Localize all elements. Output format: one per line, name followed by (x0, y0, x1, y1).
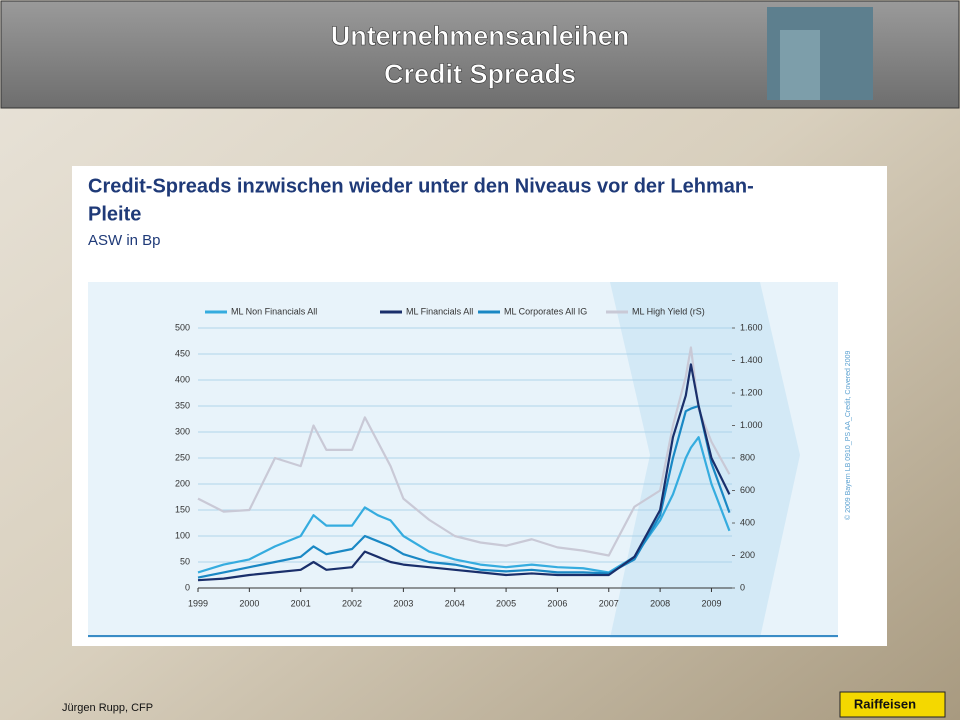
series-line (197, 346, 731, 557)
chart-title: Credit-Spreads inzwischen wieder unter d… (88, 175, 754, 197)
y2-tick-label: 800 (740, 452, 755, 462)
y-tick-label: 50 (180, 556, 190, 566)
y-tick-label: 0 (185, 582, 190, 592)
x-tick-label: 2000 (239, 598, 259, 608)
chart: 0 50 100 150 200 250 300 350 400 450 500 0 200 400 600… (175, 306, 763, 608)
logo (839, 691, 946, 718)
y2-tick-label: 1.200 (740, 387, 763, 397)
header-title: Unternehmensanleihen (331, 21, 630, 51)
header-title: Credit Spreads (384, 59, 576, 89)
y-tick-label: 300 (175, 426, 190, 436)
y2-tick-label: 1.600 (740, 322, 763, 332)
x-tick-label: 2004 (445, 598, 465, 608)
legend-label: ML Corporates All IG (504, 306, 587, 316)
y2-tick-label: 200 (740, 550, 755, 560)
y-tick-label: 400 (175, 374, 190, 384)
x-tick-label: 2007 (599, 598, 619, 608)
chart-title: Pleite (88, 203, 141, 225)
series-line (197, 363, 731, 582)
x-tick-label: 2002 (342, 598, 362, 608)
chart-subtitle: ASW in Bp (88, 232, 161, 249)
series-line (197, 404, 731, 579)
x-tick-label: 2005 (496, 598, 516, 608)
legend-label: ML High Yield (rS) (632, 306, 705, 316)
y-tick-label: 250 (175, 452, 190, 462)
x-tick-label: 2009 (701, 598, 721, 608)
y-tick-label: 500 (175, 322, 190, 332)
legend-label: ML Non Financials All (231, 306, 317, 316)
y-tick-label: 150 (175, 504, 190, 514)
logo-text: Raiffeisen (854, 696, 916, 711)
x-tick-label: 2008 (650, 598, 670, 608)
y2-tick-label: 400 (740, 517, 755, 527)
x-tick-label: 2006 (547, 598, 567, 608)
y-tick-label: 450 (175, 348, 190, 358)
y-tick-label: 200 (175, 478, 190, 488)
y2-tick-label: 600 (740, 485, 755, 495)
legend-label: ML Financials All (406, 306, 473, 316)
y-tick-label: 100 (175, 530, 190, 540)
header-icon (780, 30, 820, 100)
y2-tick-label: 0 (740, 582, 745, 592)
copyright: © 2009 Bayern LB 0910_PS AA_Credit, Cove… (844, 351, 852, 520)
footer-author: Jürgen Rupp, CFP (62, 702, 153, 714)
x-tick-label: 2001 (291, 598, 311, 608)
y2-tick-label: 1.400 (740, 355, 763, 365)
x-tick-label: 1999 (188, 598, 208, 608)
series-line (197, 436, 731, 574)
y2-tick-label: 1.000 (740, 420, 763, 430)
y-tick-label: 350 (175, 400, 190, 410)
x-tick-label: 2003 (393, 598, 413, 608)
